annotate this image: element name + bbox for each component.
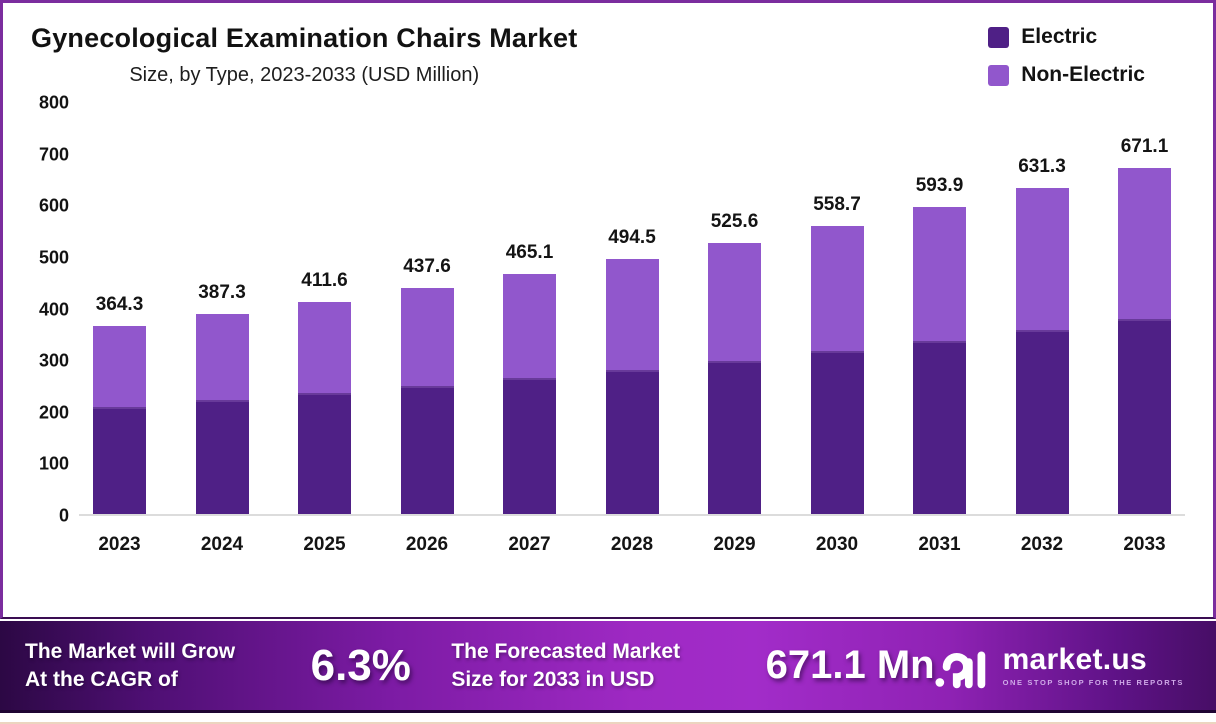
total-value-label: 411.6 xyxy=(301,269,348,291)
chart-panel: Gynecological Examination Chairs Market … xyxy=(0,0,1216,619)
legend: Electric Non-Electric xyxy=(988,25,1145,101)
non-electric-swatch-icon xyxy=(988,64,1010,86)
bar-2032: 631.3 2032 xyxy=(1015,103,1069,555)
chart-header: Gynecological Examination Chairs Market … xyxy=(31,23,577,87)
non-electric-segment xyxy=(503,273,556,381)
bar-2026: 437.6 2026 xyxy=(400,103,454,555)
x-axis-label: 2028 xyxy=(610,534,654,555)
cagr-label-line2: At the CAGR of xyxy=(25,667,178,691)
x-axis-label: 2026 xyxy=(405,534,449,555)
y-tick-label: 200 xyxy=(38,402,69,423)
plot-area: 364.3 2023 387.3 2024 411.6 2025 437.6 2026 465.… xyxy=(79,103,1185,555)
legend-item-non-electric: Non-Electric xyxy=(988,63,1145,87)
cagr-label: The Market will Grow At the CAGR of xyxy=(25,638,288,693)
y-tick-label: 800 xyxy=(38,92,69,113)
y-tick-label: 600 xyxy=(38,195,69,216)
y-axis: 0 100 200 300 400 500 600 700 800 xyxy=(21,93,79,526)
electric-segment xyxy=(93,409,146,514)
bar-2023: 364.3 2023 xyxy=(93,103,146,555)
bar-2033: 671.1 2033 xyxy=(1118,103,1171,555)
non-electric-segment xyxy=(195,314,249,403)
electric-swatch-icon xyxy=(988,26,1010,48)
electric-segment xyxy=(503,380,556,514)
non-electric-segment xyxy=(913,207,966,343)
brand-name: market.us xyxy=(1002,642,1148,676)
non-electric-segment xyxy=(708,242,761,363)
total-value-label: 465.1 xyxy=(505,241,554,263)
x-axis-label: 2030 xyxy=(815,534,859,555)
total-value-label: 671.1 xyxy=(1120,135,1169,157)
electric-segment xyxy=(298,395,351,514)
bar-2030: 558.7 2030 xyxy=(810,103,864,555)
non-electric-segment xyxy=(400,288,454,388)
legend-label: Electric xyxy=(1021,25,1098,48)
total-value-label: 525.6 xyxy=(710,210,759,232)
y-tick-label: 300 xyxy=(38,350,69,371)
forecast-value: 671.1 Mn xyxy=(765,643,935,687)
cagr-label-line1: The Market will Grow xyxy=(25,640,236,664)
x-axis-label: 2031 xyxy=(918,534,961,555)
brand-text: market.us ONE STOP SHOP FOR THE REPORTS xyxy=(1002,642,1185,687)
non-electric-segment xyxy=(93,325,146,410)
x-axis-label: 2027 xyxy=(508,534,551,555)
footer-banner: The Market will Grow At the CAGR of 6.3%… xyxy=(0,621,1216,713)
y-tick-label: 0 xyxy=(58,505,69,526)
marketus-logo-icon xyxy=(935,651,985,688)
total-value-label: 387.3 xyxy=(198,282,246,304)
x-axis-label: 2032 xyxy=(1020,534,1064,555)
bar-2031: 593.9 2031 xyxy=(913,103,966,555)
chart-subtitle: Size, by Type, 2023-2033 (USD Million) xyxy=(129,64,480,86)
electric-segment xyxy=(195,402,249,514)
total-value-label: 364.3 xyxy=(95,293,144,315)
forecast-label-line1: The Forecasted Market xyxy=(451,640,681,664)
bar-2025: 411.6 2025 xyxy=(298,103,351,555)
brand-logo: market.us ONE STOP SHOP FOR THE REPORTS xyxy=(935,643,1184,689)
bottom-margin xyxy=(0,716,1216,724)
bar-2028: 494.5 2028 xyxy=(605,103,659,555)
legend-label: Non-Electric xyxy=(1021,63,1145,86)
brand-tagline: ONE STOP SHOP FOR THE REPORTS xyxy=(1002,677,1185,687)
y-tick-label: 500 xyxy=(38,247,69,268)
bars: 364.3 2023 387.3 2024 411.6 2025 437.6 2026 465.… xyxy=(79,103,1185,555)
x-axis-label: 2024 xyxy=(200,534,244,555)
y-tick-label: 400 xyxy=(38,299,69,319)
x-axis-label: 2023 xyxy=(98,534,141,555)
non-electric-segment xyxy=(1118,167,1171,321)
electric-segment xyxy=(400,387,454,514)
non-electric-segment xyxy=(810,225,864,354)
electric-segment xyxy=(913,342,966,514)
forecast-label: The Forecasted Market Size for 2033 in U… xyxy=(451,638,741,693)
x-axis-label: 2029 xyxy=(713,534,756,555)
total-value-label: 437.6 xyxy=(403,256,451,278)
cagr-value: 6.3% xyxy=(310,640,411,690)
legend-item-electric: Electric xyxy=(988,25,1145,49)
x-axis-label: 2033 xyxy=(1123,534,1166,555)
electric-segment xyxy=(1118,320,1171,514)
electric-segment xyxy=(810,353,864,514)
total-value-label: 631.3 xyxy=(1018,156,1066,178)
bar-2027: 465.1 2027 xyxy=(503,103,556,555)
y-tick-label: 700 xyxy=(38,144,69,165)
total-value-label: 558.7 xyxy=(813,193,861,215)
bar-chart: 0 100 200 300 400 500 600 700 800 364.3 2023 387.3… xyxy=(21,93,1185,555)
electric-segment xyxy=(708,362,761,514)
non-electric-segment xyxy=(298,301,351,396)
total-value-label: 494.5 xyxy=(608,226,656,248)
non-electric-segment xyxy=(1015,188,1069,333)
page-title: Gynecological Examination Chairs Market xyxy=(31,23,578,53)
x-axis-label: 2025 xyxy=(303,534,346,555)
non-electric-segment xyxy=(605,258,659,372)
forecast-label-line2: Size for 2033 in USD xyxy=(451,667,655,691)
bar-2029: 525.6 2029 xyxy=(708,103,761,555)
bar-2024: 387.3 2024 xyxy=(195,103,249,555)
electric-segment xyxy=(1015,332,1069,514)
y-tick-label: 100 xyxy=(38,453,69,474)
total-value-label: 593.9 xyxy=(915,175,964,197)
electric-segment xyxy=(605,371,659,514)
